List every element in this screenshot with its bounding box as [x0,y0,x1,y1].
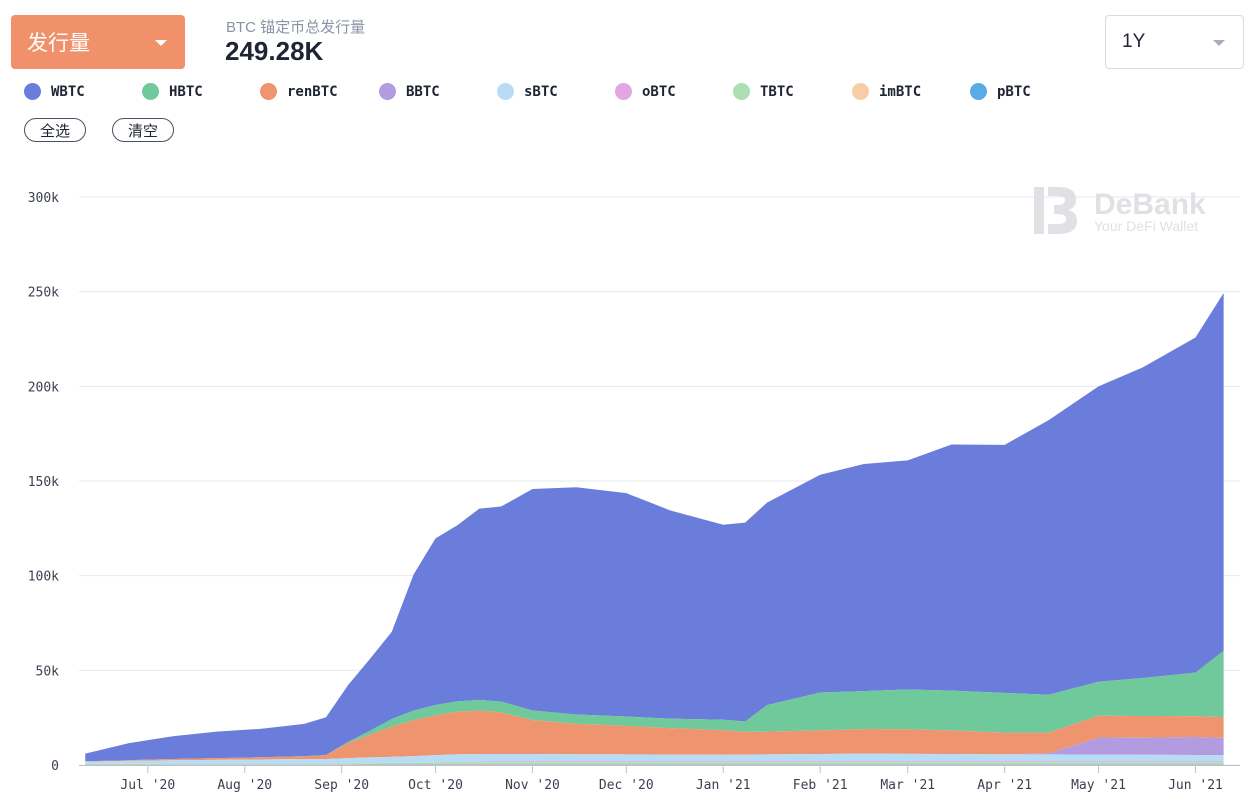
x-tick-label: Jul '20 [120,778,175,793]
legend-item-imbtc[interactable]: imBTC [852,83,921,100]
legend-dot-icon [497,83,514,100]
legend-label: pBTC [997,83,1031,100]
x-tick-label: Jun '21 [1168,778,1223,793]
x-tick-label: Apr '21 [977,778,1032,793]
total-value: 249.28K [225,36,324,66]
clear-button[interactable]: 清空 [112,118,174,142]
watermark-brand: DeBank [1094,188,1206,221]
legend-dot-icon [852,83,869,100]
legend-label: HBTC [169,83,203,100]
legend-dot-icon [733,83,750,100]
debank-logo-icon [1034,187,1077,234]
x-tick-label: Aug '20 [217,778,272,793]
legend-item-tbtc[interactable]: TBTC [733,83,794,100]
legend-label: TBTC [760,83,794,100]
caret-down-icon [155,40,167,46]
select-all-button[interactable]: 全选 [24,118,86,142]
x-tick-label: Mar '21 [880,778,935,793]
y-tick-label: 150k [28,475,59,490]
range-label: 1Y [1122,31,1146,52]
area-series-hbtc [85,650,1224,762]
legend-label: oBTC [642,83,676,100]
legend-dot-icon [24,83,41,100]
x-tick-label: May '21 [1071,778,1126,793]
x-tick-label: Oct '20 [408,778,463,793]
y-tick-label: 300k [28,191,59,206]
legend-label: BBTC [406,83,440,100]
legend-item-wbtc[interactable]: WBTC [24,83,85,100]
watermark-tagline: Your DeFi Wallet [1094,218,1198,234]
metric-label: 发行量 [27,32,90,55]
legend: WBTC HBTC renBTC BBTC sBTC oBTC TBTC imBTC pBTC [24,83,1124,105]
area-series-bbtc [85,736,1224,762]
x-tick-label: Feb '21 [793,778,848,793]
legend-label: sBTC [524,83,558,100]
legend-item-pbtc[interactable]: pBTC [970,83,1031,100]
area-series-renbtc [85,710,1224,762]
legend-item-sbtc[interactable]: sBTC [497,83,558,100]
legend-label: imBTC [879,83,922,100]
area-series-tbtc [85,762,1224,765]
metric-dropdown[interactable]: 发行量 [11,15,185,69]
legend-dot-icon [260,83,277,100]
x-tick-label: Jan '21 [696,778,751,793]
legend-label: renBTC [287,83,338,100]
x-tick-label: Nov '20 [505,778,560,793]
legend-dot-icon [615,83,632,100]
legend-dot-icon [142,83,159,100]
area-series-sbtc [85,753,1224,764]
y-tick-label: 250k [28,286,59,301]
legend-item-renbtc[interactable]: renBTC [260,83,338,100]
area-series-wbtc [85,292,1224,762]
debank-watermark: DeBank Your DeFi Wallet [1034,187,1206,234]
legend-dot-icon [379,83,396,100]
y-tick-label: 200k [28,380,59,395]
area-series-obtc [85,761,1224,764]
chart-subtitle: BTC 锚定币总发行量 [226,19,366,36]
legend-dot-icon [970,83,987,100]
y-tick-label: 100k [28,570,59,585]
y-tick-label: 0 [51,759,59,774]
range-dropdown[interactable]: 1Y [1105,15,1244,69]
legend-item-bbtc[interactable]: BBTC [379,83,440,100]
legend-item-obtc[interactable]: oBTC [615,83,676,100]
y-tick-label: 50k [36,664,60,679]
legend-item-hbtc[interactable]: HBTC [142,83,203,100]
caret-down-icon [1213,40,1225,46]
legend-label: WBTC [51,83,85,100]
x-tick-label: Sep '20 [314,778,369,793]
x-tick-label: Dec '20 [599,778,654,793]
